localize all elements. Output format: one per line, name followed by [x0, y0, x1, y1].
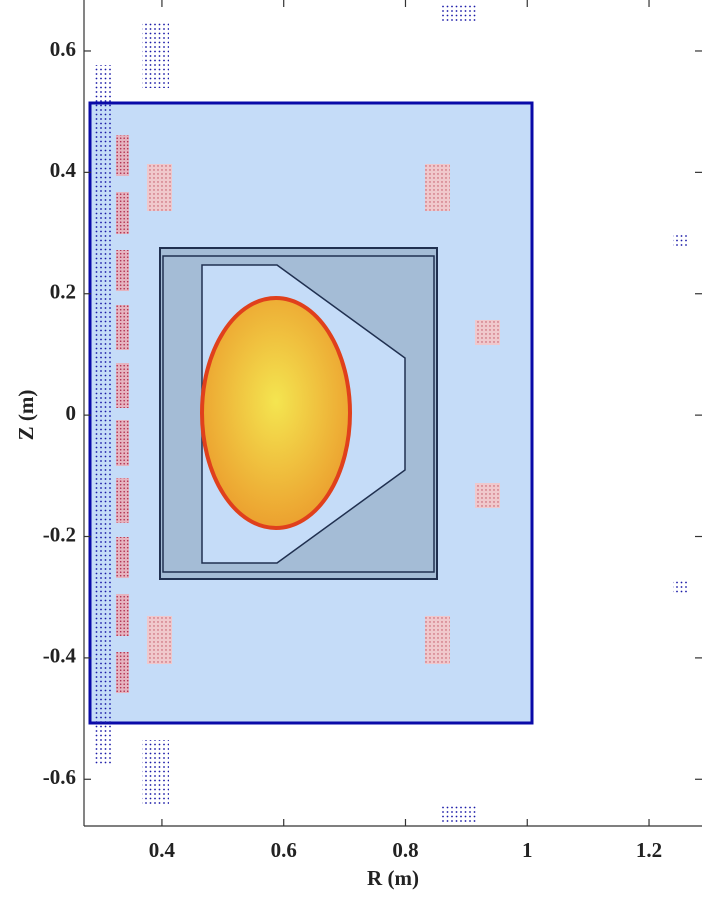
coil — [116, 478, 129, 523]
coil — [116, 537, 129, 578]
x-tick-label: 1.2 — [636, 838, 662, 862]
coil — [142, 740, 169, 806]
geometry — [90, 5, 688, 823]
plasma — [202, 298, 350, 528]
x-tick-label: 0.6 — [271, 838, 297, 862]
coil — [142, 22, 169, 88]
coil — [116, 250, 129, 291]
coil — [116, 594, 129, 636]
y-tick-label: 0.6 — [50, 37, 76, 61]
y-tick-label: 0.4 — [50, 158, 77, 182]
coil — [116, 363, 129, 408]
x-tick-label: 0.8 — [392, 838, 418, 862]
y-tick-label: -0.4 — [43, 644, 77, 668]
coil — [441, 806, 477, 823]
coil — [673, 235, 688, 248]
coil — [425, 616, 450, 664]
y-tick-label: -0.6 — [43, 765, 76, 789]
y-tick-label: 0.2 — [50, 280, 76, 304]
coil — [673, 579, 688, 593]
coil — [147, 164, 172, 211]
coil — [116, 420, 129, 466]
coil — [116, 652, 129, 693]
y-axis-label: Z (m) — [14, 390, 38, 441]
coil — [116, 305, 129, 350]
chart: 0.4 0.6 0.8 1 1.2 -0.6 -0.4 -0.2 0 0.2 0.4 0.6 R (m… — [0, 0, 702, 898]
coil — [425, 164, 450, 211]
coil — [116, 192, 129, 234]
y-tick-label: -0.2 — [43, 522, 76, 546]
y-tick-label: 0 — [66, 401, 77, 425]
coil — [475, 483, 500, 508]
coil — [441, 5, 477, 22]
x-tick-label: 0.4 — [149, 838, 176, 862]
central-solenoid — [94, 65, 113, 765]
x-tick-label: 1 — [522, 838, 533, 862]
coil — [116, 135, 129, 176]
x-axis-label: R (m) — [367, 866, 419, 890]
coil — [475, 320, 500, 345]
coil — [147, 616, 172, 664]
